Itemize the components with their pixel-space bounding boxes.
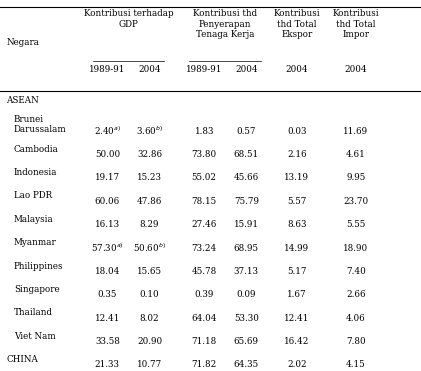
Text: 11.69: 11.69	[343, 127, 368, 136]
Text: 14.99: 14.99	[284, 243, 309, 253]
Text: 32.86: 32.86	[137, 150, 162, 159]
Text: 16.42: 16.42	[284, 337, 309, 346]
Text: 73.24: 73.24	[192, 243, 217, 253]
Text: 2004: 2004	[235, 65, 258, 74]
Text: 71.18: 71.18	[192, 337, 217, 346]
Text: 2004: 2004	[344, 65, 367, 74]
Text: 8.63: 8.63	[287, 220, 306, 229]
Text: 60.06: 60.06	[95, 197, 120, 206]
Text: 5.17: 5.17	[287, 267, 306, 276]
Text: 2004: 2004	[285, 65, 308, 74]
Text: 0.09: 0.09	[237, 290, 256, 299]
Text: 45.78: 45.78	[192, 267, 217, 276]
Text: 5.57: 5.57	[287, 197, 306, 206]
Text: 18.90: 18.90	[343, 243, 368, 253]
Text: 5.55: 5.55	[346, 220, 365, 229]
Text: Kontribusi terhadap
GDP: Kontribusi terhadap GDP	[84, 9, 173, 29]
Text: 65.69: 65.69	[234, 337, 259, 346]
Text: 75.79: 75.79	[234, 197, 259, 206]
Text: ASEAN: ASEAN	[6, 96, 39, 105]
Text: 64.04: 64.04	[192, 313, 217, 323]
Text: Indonesia: Indonesia	[14, 168, 57, 177]
Text: 16.13: 16.13	[95, 220, 120, 229]
Text: 37.13: 37.13	[234, 267, 259, 276]
Text: Kontribusi thd
Penyerapan
Tenaga Kerja: Kontribusi thd Penyerapan Tenaga Kerja	[193, 9, 257, 39]
Text: Negara: Negara	[6, 38, 39, 47]
Text: 1989-91: 1989-91	[186, 65, 222, 74]
Text: 4.61: 4.61	[346, 150, 365, 159]
Text: Brunei
Darussalam: Brunei Darussalam	[14, 115, 67, 134]
Text: 9.95: 9.95	[346, 173, 365, 183]
Text: 8.02: 8.02	[140, 313, 159, 323]
Text: 0.03: 0.03	[287, 127, 306, 136]
Text: 7.80: 7.80	[346, 337, 365, 346]
Text: 7.40: 7.40	[346, 267, 365, 276]
Text: 19.17: 19.17	[95, 173, 120, 183]
Text: 8.29: 8.29	[140, 220, 159, 229]
Text: 15.91: 15.91	[234, 220, 259, 229]
Text: 2.02: 2.02	[287, 360, 306, 370]
Text: 0.57: 0.57	[237, 127, 256, 136]
Text: 20.90: 20.90	[137, 337, 162, 346]
Text: 2.16: 2.16	[287, 150, 306, 159]
Text: 3.60$^{b)}$: 3.60$^{b)}$	[136, 125, 163, 138]
Text: 0.35: 0.35	[98, 290, 117, 299]
Text: CHINA: CHINA	[6, 355, 38, 364]
Text: 68.95: 68.95	[234, 243, 259, 253]
Text: 1.83: 1.83	[195, 127, 214, 136]
Text: 23.70: 23.70	[343, 197, 368, 206]
Text: 64.35: 64.35	[234, 360, 259, 370]
Text: Kontribusi
thd Total
Impor: Kontribusi thd Total Impor	[333, 9, 379, 39]
Text: 27.46: 27.46	[192, 220, 217, 229]
Text: 73.80: 73.80	[192, 150, 217, 159]
Text: Singapore: Singapore	[14, 285, 59, 294]
Text: 1989-91: 1989-91	[89, 65, 125, 74]
Text: 53.30: 53.30	[234, 313, 259, 323]
Text: 2.66: 2.66	[346, 290, 365, 299]
Text: 2004: 2004	[138, 65, 161, 74]
Text: 50.60$^{b)}$: 50.60$^{b)}$	[133, 242, 166, 254]
Text: 0.10: 0.10	[140, 290, 159, 299]
Text: 2.40$^{a)}$: 2.40$^{a)}$	[94, 125, 121, 138]
Text: 1.67: 1.67	[287, 290, 306, 299]
Text: Kontribusi
thd Total
Ekspor: Kontribusi thd Total Ekspor	[274, 9, 320, 39]
Text: 50.00: 50.00	[95, 150, 120, 159]
Text: Malaysia: Malaysia	[14, 215, 53, 224]
Text: Cambodia: Cambodia	[14, 145, 59, 154]
Text: 10.77: 10.77	[137, 360, 162, 370]
Text: 78.15: 78.15	[192, 197, 217, 206]
Text: Thailand: Thailand	[14, 308, 53, 317]
Text: 57.30$^{a)}$: 57.30$^{a)}$	[91, 242, 124, 254]
Text: 55.02: 55.02	[192, 173, 217, 183]
Text: 12.41: 12.41	[284, 313, 309, 323]
Text: 4.15: 4.15	[346, 360, 365, 370]
Text: 47.86: 47.86	[137, 197, 162, 206]
Text: Lao PDR: Lao PDR	[14, 191, 52, 200]
Text: 68.51: 68.51	[234, 150, 259, 159]
Text: 21.33: 21.33	[95, 360, 120, 370]
Text: 71.82: 71.82	[192, 360, 217, 370]
Text: 33.58: 33.58	[95, 337, 120, 346]
Text: 15.65: 15.65	[137, 267, 162, 276]
Text: 0.39: 0.39	[195, 290, 214, 299]
Text: 13.19: 13.19	[284, 173, 309, 183]
Text: 15.23: 15.23	[137, 173, 162, 183]
Text: 4.06: 4.06	[346, 313, 365, 323]
Text: 18.04: 18.04	[95, 267, 120, 276]
Text: 45.66: 45.66	[234, 173, 259, 183]
Text: Myanmar: Myanmar	[14, 238, 57, 247]
Text: Philippines: Philippines	[14, 262, 64, 270]
Text: Viet Nam: Viet Nam	[14, 332, 56, 341]
Text: 12.41: 12.41	[95, 313, 120, 323]
